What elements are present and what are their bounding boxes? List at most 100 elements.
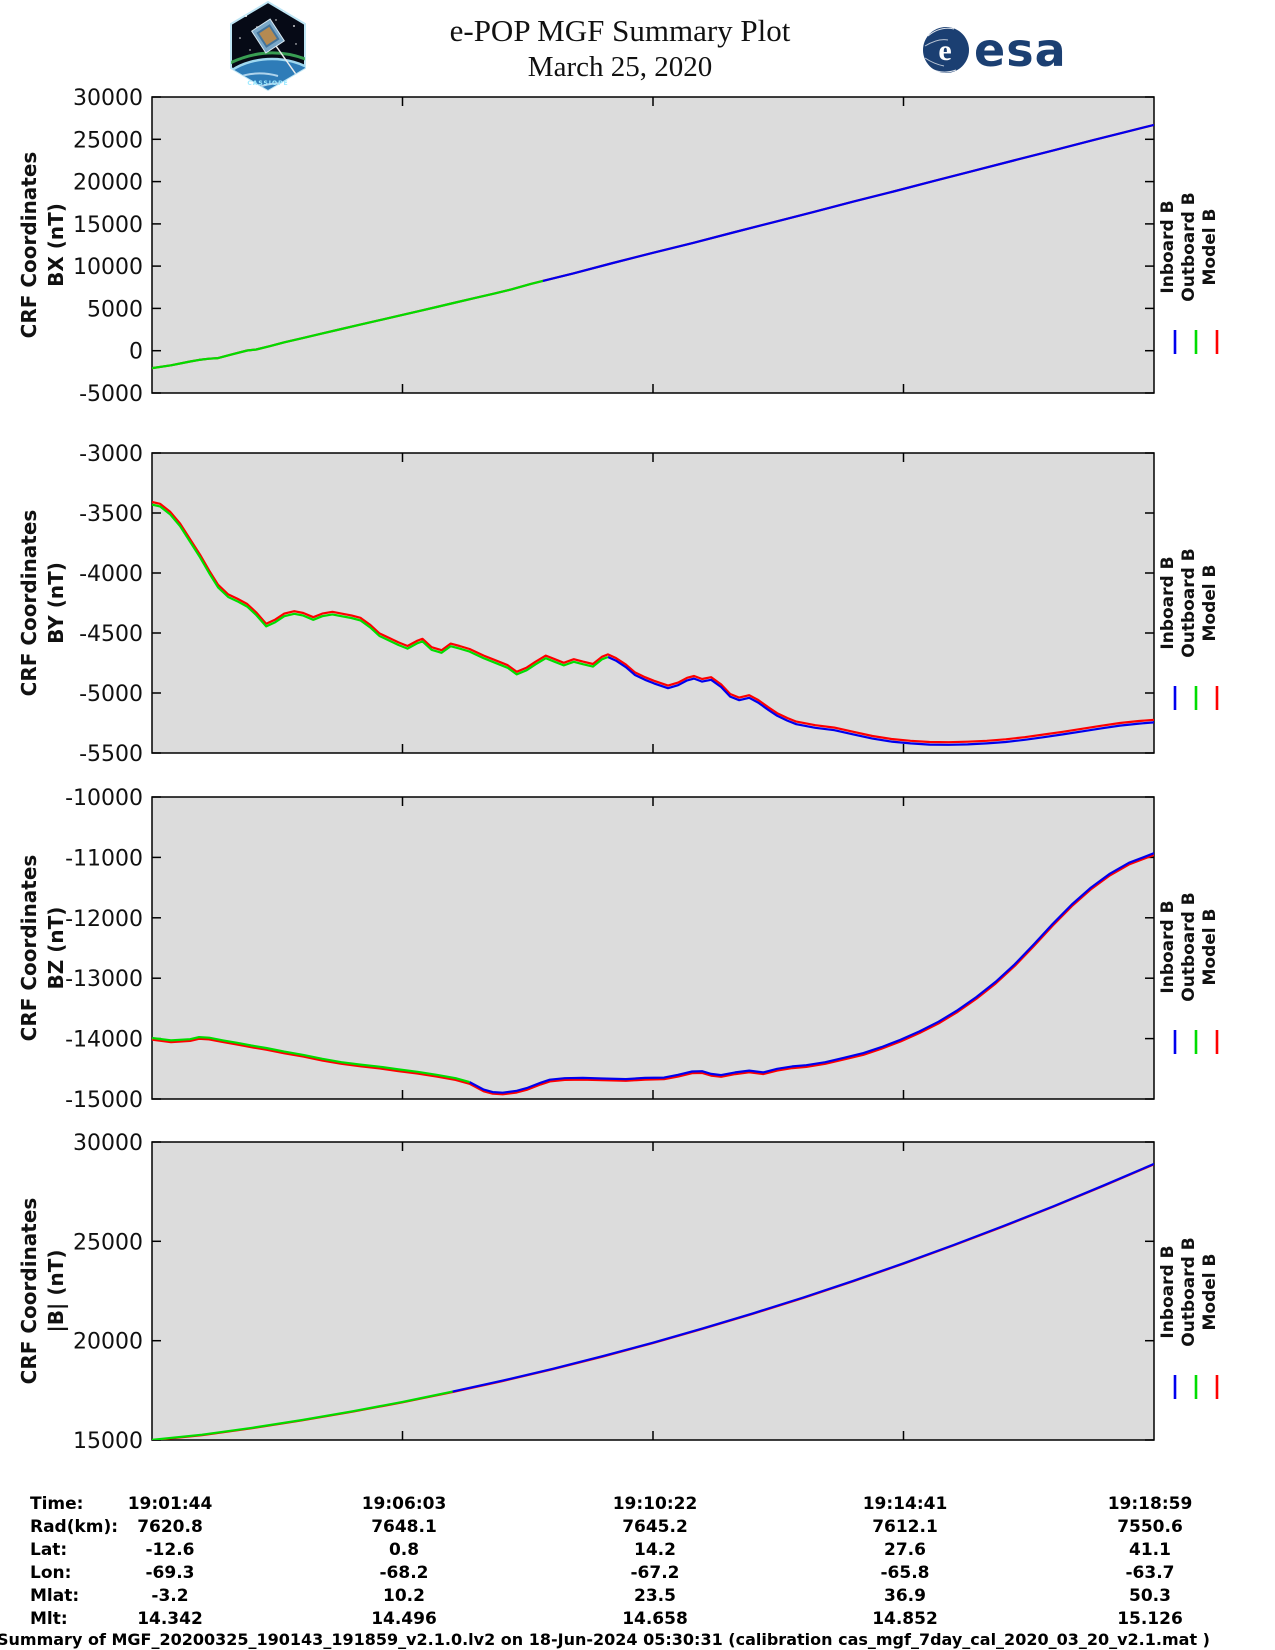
y-axis-label-line1: CRF Coordinates xyxy=(17,510,41,697)
panel-3: 30000 25000 20000 15000 CRF Coordinates |B| (… xyxy=(17,1131,1220,1454)
table-cell: -69.3 xyxy=(145,1563,195,1583)
table-cell: 7612.1 xyxy=(872,1517,938,1537)
esa-logo: e esa xyxy=(923,23,1067,77)
table-cell: -63.7 xyxy=(1125,1563,1175,1583)
y-axis-label-line1: CRF Coordinates xyxy=(17,1198,41,1385)
table-row-label: Mlat: xyxy=(30,1586,80,1606)
table-row-label: Rad(km): xyxy=(30,1517,119,1537)
legend-label: Model B xyxy=(1200,565,1220,642)
panel-1: -3000 -3500 -4000 -4500 -5000 -5500 CRF Coordi… xyxy=(17,442,1220,767)
inboard-b-curve xyxy=(542,123,1154,282)
table-cell: 0.8 xyxy=(388,1540,420,1560)
y-tick-label: 30000 xyxy=(73,86,143,111)
y-axis-label-line1: CRF Coordinates xyxy=(17,855,41,1042)
panel-2: -10000 -11000 -12000 -13000 -14000 -15000 CRF … xyxy=(17,786,1220,1113)
y-tick-label: 10000 xyxy=(73,255,143,280)
y-tick-label: 15000 xyxy=(73,213,143,238)
curves xyxy=(152,852,1154,1096)
table-row: Time: 19:01:44 19:06:03 19:10:22 19:14:41 19:… xyxy=(0,1494,1275,1517)
legend-label: Model B xyxy=(1200,909,1220,986)
y-axis-label-line2: BZ (nT) xyxy=(44,907,68,990)
esa-wordmark: esa xyxy=(974,23,1067,77)
y-axis-label-line2: |B| (nT) xyxy=(44,1250,68,1333)
y-tick-label: -14000 xyxy=(65,1028,143,1053)
legend-label: Outboard B xyxy=(1179,1237,1199,1346)
table-row: Lon: -69.3 -68.2 -67.2 -65.8 -63.7 xyxy=(0,1563,1275,1586)
plot-area xyxy=(151,796,1155,1100)
table-cell: 14.496 xyxy=(371,1609,437,1629)
y-tick-label: -10000 xyxy=(65,786,143,811)
table-cell: 19:18:59 xyxy=(1107,1494,1193,1514)
legend-label: Inboard B xyxy=(1158,200,1178,293)
curves xyxy=(152,1162,1154,1440)
y-tick-label: -3500 xyxy=(79,502,143,527)
y-tick-label: -11000 xyxy=(65,846,143,871)
y-tick-label: 25000 xyxy=(73,1230,143,1255)
table-cell: 14.852 xyxy=(872,1609,938,1629)
table-cell: 23.5 xyxy=(634,1586,676,1606)
table-row-label: Lat: xyxy=(30,1540,68,1560)
legend-label: Outboard B xyxy=(1179,548,1199,657)
table-cell: -65.8 xyxy=(880,1563,930,1583)
plot-area xyxy=(151,452,1155,754)
plot-area xyxy=(151,1141,1155,1441)
table-row: Mlat: -3.2 10.2 23.5 36.9 50.3 xyxy=(0,1586,1275,1609)
table-cell: 19:10:22 xyxy=(612,1494,698,1514)
table-cell: 14.658 xyxy=(622,1609,688,1629)
table-row-label: Lon: xyxy=(30,1563,72,1583)
y-axis-label-line1: CRF Coordinates xyxy=(17,152,41,339)
y-tick-label: -15000 xyxy=(65,1088,143,1113)
table-row-label: Mlt: xyxy=(30,1609,68,1629)
plot-date: March 25, 2020 xyxy=(527,51,713,83)
page-title: e-POP MGF Summary Plot March 25, 2020 xyxy=(330,12,910,84)
y-tick-label: -13000 xyxy=(65,967,143,992)
patch-label: CASSIOPE xyxy=(247,80,288,87)
model-b-curve xyxy=(152,500,1154,744)
table-cell: 7550.6 xyxy=(1117,1517,1183,1537)
esa-globe-icon xyxy=(923,27,969,73)
legend-label: Inboard B xyxy=(1158,556,1178,649)
legend-label: Inboard B xyxy=(1158,1245,1178,1338)
y-tick-label: -5000 xyxy=(79,682,143,707)
legend-label: Inboard B xyxy=(1158,900,1178,993)
table-cell: 19:14:41 xyxy=(862,1494,948,1514)
legend-label: Model B xyxy=(1200,1254,1220,1331)
y-axis-label-line2: BX (nT) xyxy=(44,203,68,287)
outboard-b-curve xyxy=(152,1390,453,1440)
table-cell: 7645.2 xyxy=(622,1517,688,1537)
table-cell: 19:06:03 xyxy=(361,1494,447,1514)
table-cell: 19:01:44 xyxy=(127,1494,213,1514)
table-cell: 7648.1 xyxy=(371,1517,437,1537)
y-tick-label: -3000 xyxy=(79,442,143,467)
table-cell: -3.2 xyxy=(151,1586,189,1606)
y-tick-label: 25000 xyxy=(73,128,143,153)
footer-caption: Summary of MGF_20200325_190143_191859_v2… xyxy=(0,1630,1210,1649)
table-cell: 14.342 xyxy=(137,1609,203,1629)
y-tick-label: -5000 xyxy=(79,382,143,407)
y-tick-label: 0 xyxy=(129,340,143,365)
table-row: Mlt: 14.342 14.496 14.658 14.852 15.126 xyxy=(0,1609,1275,1632)
legend-label: Outboard B xyxy=(1179,192,1199,301)
y-tick-label: -4500 xyxy=(79,622,143,647)
curves xyxy=(152,500,1154,746)
table-cell: -68.2 xyxy=(379,1563,429,1583)
table-cell: 27.6 xyxy=(884,1540,926,1560)
table-cell: -12.6 xyxy=(145,1540,195,1560)
table-cell: 10.2 xyxy=(383,1586,425,1606)
y-tick-label: 5000 xyxy=(87,297,143,322)
curves xyxy=(152,123,1154,370)
table-row: Rad(km): 7620.8 7648.1 7645.2 7612.1 7550.6 xyxy=(0,1517,1275,1540)
y-tick-label: -5500 xyxy=(79,742,143,767)
table-cell: 36.9 xyxy=(884,1586,926,1606)
y-axis-label-line2: BY (nT) xyxy=(44,562,68,644)
plot-area xyxy=(151,96,1155,394)
esa-globe-e: e xyxy=(938,34,951,67)
inboard-b-curve xyxy=(469,852,1154,1094)
patch-satellite xyxy=(251,18,285,54)
table-cell: 41.1 xyxy=(1129,1540,1171,1560)
inboard-b-curve xyxy=(452,1162,1154,1393)
table-cell: 50.3 xyxy=(1129,1586,1171,1606)
y-tick-label: 15000 xyxy=(73,1429,143,1454)
y-tick-label: 30000 xyxy=(73,1131,143,1156)
